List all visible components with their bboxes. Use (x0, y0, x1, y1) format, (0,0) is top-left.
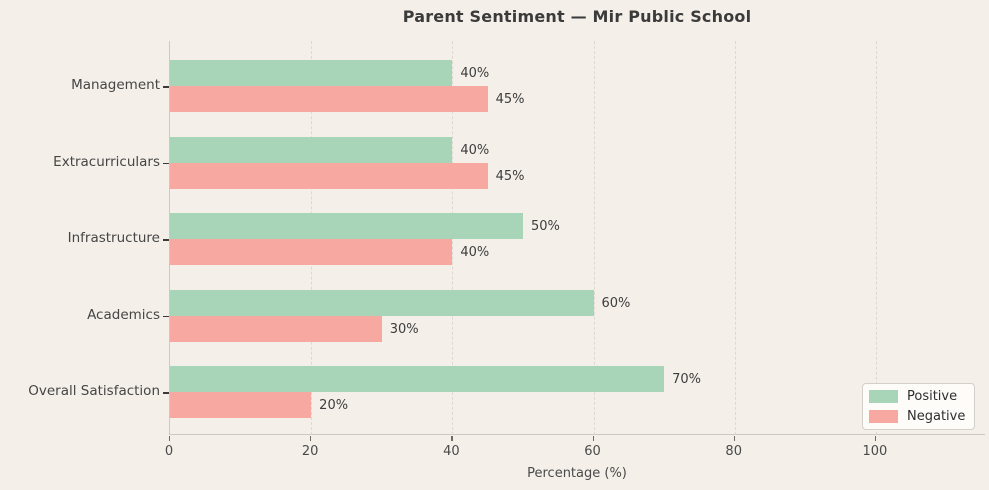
y-category-label-4: Academics (87, 306, 160, 323)
x-tick-label-80: 80 (725, 444, 742, 459)
bar-value-label-positive-5: 70% (672, 372, 702, 387)
x-tick-20 (310, 436, 312, 441)
bar-negative-1 (170, 86, 488, 112)
bar-value-label-negative-2: 45% (495, 168, 525, 184)
legend-swatch-negative-icon (869, 410, 898, 423)
x-tick-40 (451, 436, 453, 441)
y-tick-4 (163, 315, 169, 318)
x-tick-label-40: 40 (443, 444, 460, 459)
chart-title: Parent Sentiment — Mir Public School (402, 7, 752, 26)
bar-value-label-positive-2: 40% (460, 142, 490, 158)
x-tick-label-20: 20 (301, 444, 319, 459)
y-tick-5 (163, 392, 169, 394)
legend-label-positive: Positive (907, 389, 958, 404)
legend-label-negative: Negative (907, 409, 966, 424)
bar-positive-4 (170, 289, 594, 316)
plot-area: 40% 45% 40% 45% 50% 40% 60% 30% 70% 20% (169, 41, 985, 435)
bar-value-label-positive-3: 50% (530, 219, 560, 234)
legend-swatch-positive-icon (869, 390, 898, 403)
legend: Positive Negative (862, 383, 975, 430)
y-tick-1 (163, 86, 169, 88)
gridline-80 (734, 41, 736, 435)
gridline-100 (875, 41, 877, 435)
bar-value-label-negative-5: 20% (319, 398, 349, 413)
bar-positive-3 (170, 213, 523, 239)
bar-positive-5 (170, 366, 665, 392)
x-tick-label-60: 60 (584, 444, 601, 459)
x-tick-label-0: 0 (164, 444, 174, 459)
bar-positive-1 (170, 60, 453, 86)
y-category-label-1: Management (71, 77, 160, 93)
y-category-label-3: Infrastructure (67, 230, 160, 246)
bar-negative-2 (170, 162, 488, 189)
x-tick-label-100: 100 (862, 444, 888, 459)
legend-entry-negative: Negative (869, 410, 966, 423)
bar-negative-4 (170, 315, 382, 342)
bar-value-label-negative-1: 45% (495, 92, 525, 107)
bar-value-label-positive-1: 40% (460, 66, 490, 81)
x-tick-80 (733, 436, 735, 441)
y-tick-3 (163, 239, 169, 241)
y-tick-2 (163, 162, 169, 165)
bar-value-label-negative-4: 30% (389, 321, 419, 337)
x-tick-60 (592, 436, 594, 441)
bar-value-label-negative-3: 40% (460, 245, 490, 260)
gridline-60 (593, 41, 595, 435)
bar-positive-2 (170, 136, 453, 163)
x-tick-100 (874, 436, 877, 441)
y-category-label-2: Extracurriculars (53, 153, 160, 170)
bar-negative-3 (170, 239, 453, 265)
bar-negative-5 (170, 392, 312, 418)
y-category-label-5: Overall Satisfaction (28, 383, 160, 399)
bar-value-label-positive-4: 60% (601, 295, 631, 311)
x-tick-0 (169, 436, 171, 441)
x-axis-title: Percentage (%) (527, 466, 627, 481)
legend-entry-positive: Positive (869, 390, 966, 403)
